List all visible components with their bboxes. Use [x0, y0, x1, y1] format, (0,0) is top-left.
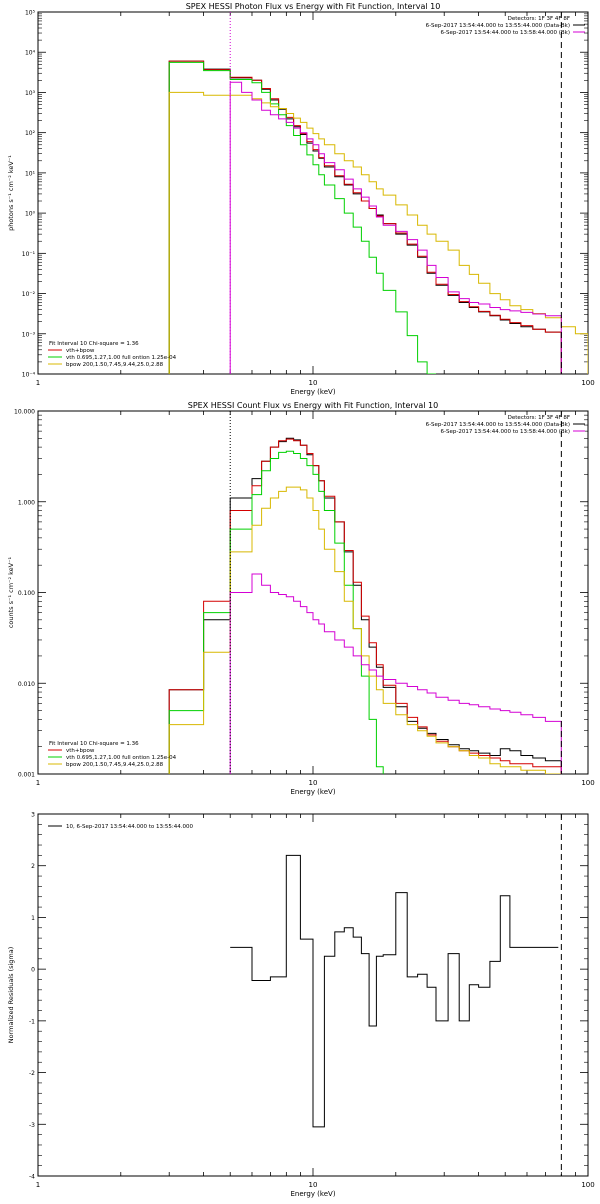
y-tick-label: 10⁻⁴ [22, 372, 36, 379]
y-tick-label: 2 [31, 863, 35, 870]
header-text: 6-Sep-2017 13:54:44.000 to 13:58:44.000 … [441, 429, 571, 435]
y-tick-label: 10⁴ [25, 50, 36, 57]
legend-entry: vth 0.695,1.27,1.00 full ontion 1.25e-04 [66, 755, 177, 761]
x-axis-label: Energy (keV) [290, 388, 335, 396]
series-group [168, 60, 588, 374]
header-text: Detectors: 1F 3F 4F 8F [508, 415, 570, 421]
chart-panel-1: SPEX HESSI Photon Flux vs Energy with Fi… [7, 2, 595, 396]
x-tick-label: 100 [581, 1181, 594, 1189]
x-tick-label: 100 [581, 779, 594, 787]
legend-entry: 10, 6-Sep-2017 13:54:44.000 to 13:55:44.… [66, 824, 193, 830]
y-axis-label: photons s⁻¹ cm⁻² keV⁻¹ [7, 155, 15, 231]
y-axis-label: counts s⁻¹ cm⁻² keV⁻¹ [7, 556, 15, 628]
series-line-vth [168, 61, 436, 374]
x-tick-label: 100 [581, 379, 594, 387]
y-tick-label: -4 [29, 1174, 35, 1181]
legend-title: Fit Interval 10 Chi-square = 1.36 [49, 341, 139, 347]
y-tick-label: 10⁻³ [22, 331, 36, 338]
y-tick-label: -3 [29, 1122, 35, 1129]
x-axis-label: Energy (keV) [290, 788, 335, 796]
y-tick-label: 1 [31, 915, 35, 922]
y-tick-label: -2 [29, 1070, 35, 1077]
y-tick-label: 0.001 [18, 772, 35, 779]
x-tick-label: 10 [309, 779, 318, 787]
header-text: 6-Sep-2017 13:54:44.000 to 13:55:44.000 … [426, 422, 570, 428]
series-group [168, 437, 562, 774]
y-tick-label: 0.010 [18, 681, 35, 688]
x-tick-label: 1 [36, 379, 40, 387]
x-tick-label: 1 [36, 779, 40, 787]
y-tick-label: 10⁰ [25, 211, 36, 218]
legend-entry: vth+bpow [66, 348, 95, 354]
series-line-bkg [229, 573, 562, 774]
y-tick-label: -1 [29, 1018, 35, 1025]
y-tick-label: 10.000 [14, 409, 35, 416]
y-tick-label: 10² [25, 130, 36, 137]
x-axis: 1 10 100 Energy (keV) [36, 411, 595, 796]
y-tick-label: 10⁵ [25, 10, 36, 17]
series-line-bkg [229, 81, 562, 374]
chart-panel-2: SPEX HESSI Count Flux vs Energy with Fit… [7, 401, 595, 796]
chart-title: SPEX HESSI Count Flux vs Energy with Fit… [188, 401, 439, 410]
y-tick-label: 1.000 [18, 499, 35, 506]
y-axis: 0.001 0.010 0.100 1.000 10.000 counts s⁻¹ cm⁻… [7, 409, 588, 779]
legend: Fit Interval 10 Chi-square = 1.36vth+bpo… [48, 341, 177, 368]
x-axis: 1 10 100 Energy (keV) [36, 12, 595, 396]
series-line-data [168, 437, 562, 774]
y-tick-label: 10¹ [25, 170, 36, 177]
series-line-data [230, 854, 559, 1128]
y-axis: 10⁻⁴ 10⁻³ 10⁻² 10⁻¹ 10⁰ 10¹ 10² 10³ 10⁴ 10⁵ photon… [7, 10, 588, 379]
legend-entry: bpow 200,1.50,7.45,9.44,25.0,2.88 [66, 362, 164, 368]
x-tick-label: 10 [309, 379, 318, 387]
legend-entry: vth+bpow [66, 748, 95, 754]
legend-entry: bpow 200,1.50,7.45,9.44,25.0,2.88 [66, 762, 164, 768]
series-line-vth [168, 450, 384, 774]
y-tick-label: 3 [31, 812, 35, 819]
legend: 10, 6-Sep-2017 13:54:44.000 to 13:55:44.… [48, 824, 193, 830]
legend-title: Fit Interval 10 Chi-square = 1.36 [49, 741, 139, 747]
legend-entry: vth 0.695,1.27,1.00 full ontion 1.25e-04 [66, 355, 177, 361]
series-line-bpow [168, 486, 562, 774]
y-tick-label: 0.100 [18, 590, 35, 597]
series-line-total [168, 438, 562, 774]
series-line-data [168, 60, 562, 374]
y-tick-label: 10⁻¹ [22, 251, 36, 258]
y-tick-label: 0 [31, 967, 35, 974]
y-axis: -4 -3 -2 -1 0 1 2 3 Normalized Residuals (sigma) [7, 812, 588, 1181]
x-tick-label: 1 [36, 1181, 40, 1189]
y-tick-label: 10³ [25, 90, 36, 97]
x-tick-label: 10 [309, 1181, 318, 1189]
series-line-bpow [168, 91, 588, 374]
y-axis-label: Normalized Residuals (sigma) [7, 947, 15, 1044]
header-text: 6-Sep-2017 13:54:44.000 to 13:55:44.000 … [426, 23, 570, 29]
x-axis: 1 10 100 Energy (keV) [36, 814, 595, 1198]
series-group [230, 854, 559, 1128]
x-axis-label: Energy (keV) [290, 1190, 335, 1198]
legend: Fit Interval 10 Chi-square = 1.36vth+bpo… [48, 741, 177, 768]
header-text: 6-Sep-2017 13:54:44.000 to 13:58:44.000 … [441, 30, 571, 36]
series-line-total [168, 60, 562, 374]
y-tick-label: 10⁻² [22, 291, 36, 298]
chart-title: SPEX HESSI Photon Flux vs Energy with Fi… [186, 2, 441, 11]
header-text: Detectors: 1F 3F 4F 8F [508, 16, 570, 22]
chart-panel-3: 1 10 100 Energy (keV) -4 -3 -2 -1 0 1 2 3 Normalized… [7, 812, 595, 1199]
